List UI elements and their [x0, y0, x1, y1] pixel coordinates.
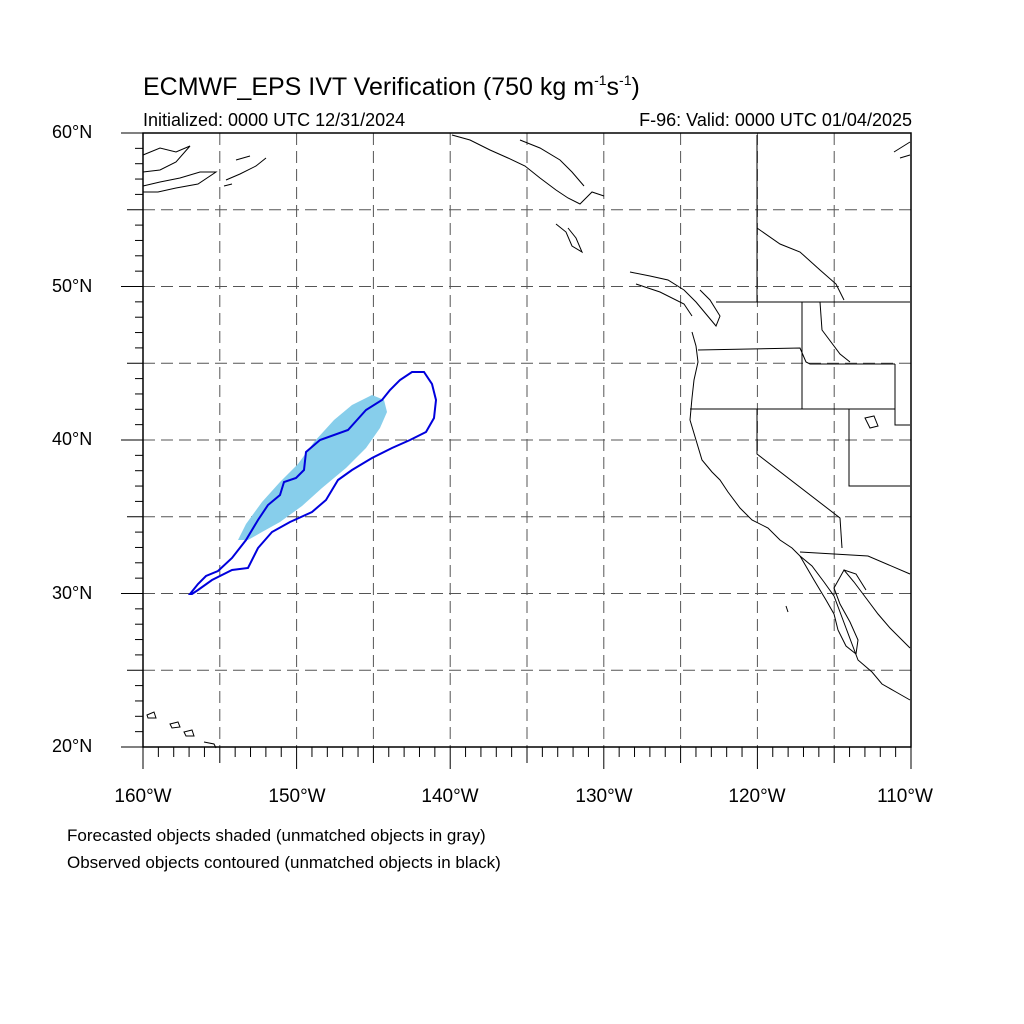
footnote-observed: Observed objects contoured (unmatched ob… — [67, 853, 501, 872]
lon-label-110w: 110°W — [877, 786, 933, 807]
forecast-object — [238, 395, 387, 540]
valid-time: F-96: Valid: 0000 UTC 01/04/2025 — [639, 110, 912, 130]
footnote-forecast: Forecasted objects shaded (unmatched obj… — [67, 826, 486, 845]
lon-label-140w: 140°W — [421, 786, 479, 807]
lat-label-30: 30°N — [52, 583, 93, 603]
lat-label-40: 40°N — [52, 429, 93, 449]
map-frame — [142, 132, 912, 748]
lat-label-60: 60°N — [52, 122, 93, 142]
lon-label-120w: 120°W — [728, 786, 786, 807]
map-title: ECMWF_EPS IVT Verification (750 kg m-1s-… — [143, 72, 640, 101]
lat-label-20: 20°N — [52, 736, 93, 756]
lat-label-50: 50°N — [52, 276, 93, 296]
lon-label-130w: 130°W — [575, 786, 633, 807]
coastlines — [142, 134, 911, 749]
lon-label-160w: 160°W — [114, 786, 172, 807]
axis-ticks — [121, 132, 912, 769]
observed-object-contour — [187, 371, 438, 595]
lon-label-150w: 150°W — [268, 786, 326, 807]
initialized-time: Initialized: 0000 UTC 12/31/2024 — [143, 110, 406, 130]
graticule — [143, 133, 911, 747]
